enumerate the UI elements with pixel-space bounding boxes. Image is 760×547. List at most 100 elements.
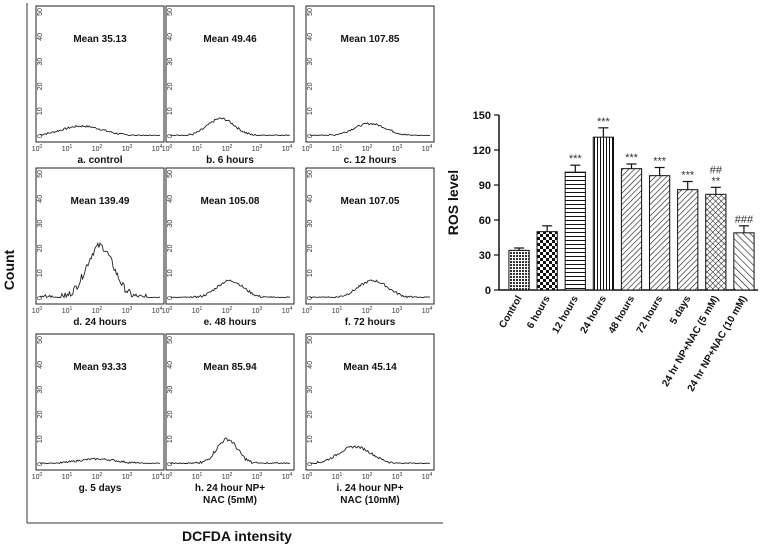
histogram-x-tick: 100 (162, 306, 173, 315)
histogram-y-tick: 30 (37, 386, 44, 394)
histogram-x-tick: 104 (152, 144, 163, 153)
histogram-y-tick: 40 (37, 195, 44, 203)
histogram-caption: c. 12 hours (344, 155, 397, 166)
histogram-y-tick: 20 (307, 410, 314, 418)
histogram-x-tick: 101 (62, 472, 73, 481)
histogram-y-tick: 40 (307, 361, 314, 369)
bar-category-label: 72 hours (635, 294, 666, 336)
histogram-y-tick: 30 (37, 220, 44, 228)
histogram-y-tick: 40 (167, 195, 174, 203)
histogram-panel: 0 10 20 30 40 50 100 101 102 103 104 Mean 45.14 i. 2… (302, 333, 435, 506)
histogram-trace (169, 279, 291, 299)
histogram-y-tick: 30 (307, 386, 314, 394)
histogram-y-tick: 30 (167, 58, 174, 66)
histogram-y-tick: 40 (37, 33, 44, 41)
histogram-y-tick: 10 (307, 435, 314, 443)
histogram-x-tick: 101 (332, 306, 343, 315)
bar-category-label: 12 hours (551, 294, 582, 336)
histogram-x-tick: 101 (192, 144, 203, 153)
histogram-y-tick: 30 (167, 386, 174, 394)
histogram-y-tick: 0 (37, 134, 44, 138)
histogram-mean-label: Mean 107.05 (341, 196, 400, 207)
histogram-x-tick: 103 (392, 144, 403, 153)
histogram-caption: i. 24 hour NP+ (337, 483, 404, 494)
histogram-y-tick: 40 (37, 361, 44, 369)
histogram-y-tick: 40 (167, 361, 174, 369)
histogram-y-tick: 30 (167, 220, 174, 228)
histogram-trace (309, 122, 431, 137)
histogram-y-tick: 30 (307, 58, 314, 66)
bar-y-tick-label: 30 (479, 250, 491, 262)
histogram-y-tick: 50 (307, 336, 314, 344)
histogram-trace (39, 124, 161, 137)
histogram-x-tick: 101 (192, 472, 203, 481)
bar-y-tick-label: 120 (473, 145, 491, 157)
histogram-y-tick: 40 (307, 195, 314, 203)
bar-category-label: 5 days (668, 294, 693, 327)
histogram-trace (309, 445, 431, 465)
bar-category-label: 48 hours (607, 294, 638, 336)
histogram-x-tick: 104 (422, 472, 433, 481)
bar (733, 232, 755, 291)
significance-label: *** (625, 152, 639, 164)
histogram-trace (39, 241, 160, 299)
histogram-panel: 0 10 20 30 40 50 100 101 102 103 104 Mean 107.85 c. … (302, 5, 435, 166)
bar-y-tick-label: 0 (485, 285, 491, 297)
histogram-x-tick: 104 (422, 306, 433, 315)
histogram-x-tick: 104 (282, 472, 293, 481)
bar-category-label: Control (497, 294, 524, 330)
panel-frame (35, 5, 165, 143)
bar (620, 168, 643, 291)
histogram-y-tick: 10 (37, 269, 44, 277)
histogram-x-tick: 101 (62, 306, 73, 315)
bar-category-label: 24 hours (579, 294, 610, 336)
histogram-trace (169, 117, 291, 137)
histogram-panel: 0 10 20 30 40 50 100 101 102 103 104 Mean 139.49 d. … (32, 167, 165, 328)
histogram-y-tick: 50 (167, 336, 174, 344)
histogram-y-tick: 0 (37, 462, 44, 466)
histogram-x-tick: 101 (332, 472, 343, 481)
histogram-mean-label: Mean 139.49 (71, 196, 130, 207)
histogram-caption: f. 72 hours (345, 317, 396, 328)
histogram-y-tick: 10 (307, 269, 314, 277)
histogram-y-tick: 20 (37, 82, 44, 90)
histogram-caption: NAC (10mM) (340, 495, 399, 506)
histogram-panel: 0 10 20 30 40 50 100 101 102 103 104 Mean 49.46 b. 6… (162, 5, 295, 166)
significance-label: *** (681, 170, 695, 182)
histogram-y-tick: 40 (167, 33, 174, 41)
panel-frame (165, 333, 295, 471)
histogram-x-tick: 103 (252, 144, 263, 153)
histogram-panel: 0 10 20 30 40 50 100 101 102 103 104 Mean 93.33 g. 5… (32, 333, 165, 494)
histogram-x-tick: 100 (302, 472, 313, 481)
bar-y-tick-label: 60 (479, 215, 491, 227)
panel-frame (305, 167, 435, 305)
histogram-panel: 0 10 20 30 40 50 100 101 102 103 104 Mean 107.05 f. … (302, 167, 435, 328)
bar (592, 136, 615, 291)
histogram-trace (39, 457, 161, 465)
histogram-panel: 0 10 20 30 40 50 100 101 102 103 104 Mean 35.13 a. c… (32, 5, 165, 166)
panel-frame (165, 5, 295, 143)
histogram-caption: e. 48 hours (204, 317, 257, 328)
panel-frame (35, 333, 165, 471)
histogram-y-tick: 50 (37, 336, 44, 344)
histogram-y-tick: 20 (37, 410, 44, 418)
histogram-y-tick: 20 (167, 410, 174, 418)
histogram-x-tick: 101 (192, 306, 203, 315)
histogram-panel: 0 10 20 30 40 50 100 101 102 103 104 Mean 105.08 e. … (162, 167, 295, 328)
histogram-x-tick: 104 (422, 144, 433, 153)
bar-y-tick-label: 150 (473, 110, 491, 122)
ros-bar-chart: ROS level 0 30 60 90 120 150 Control 6 hours *** 1… (445, 110, 758, 394)
histogram-x-tick: 100 (302, 306, 313, 315)
histogram-y-tick: 20 (307, 244, 314, 252)
significance-label: *** (597, 116, 611, 128)
histogram-y-tick: 50 (167, 8, 174, 16)
panel-frame (165, 167, 295, 305)
histogram-y-tick: 10 (167, 269, 174, 277)
histogram-y-tick: 0 (307, 296, 314, 300)
histogram-y-tick: 0 (167, 296, 174, 300)
histogram-x-tick: 100 (32, 144, 43, 153)
histogram-x-tick: 103 (122, 144, 133, 153)
histogram-x-tick: 103 (122, 306, 133, 315)
histogram-y-tick: 50 (307, 8, 314, 16)
